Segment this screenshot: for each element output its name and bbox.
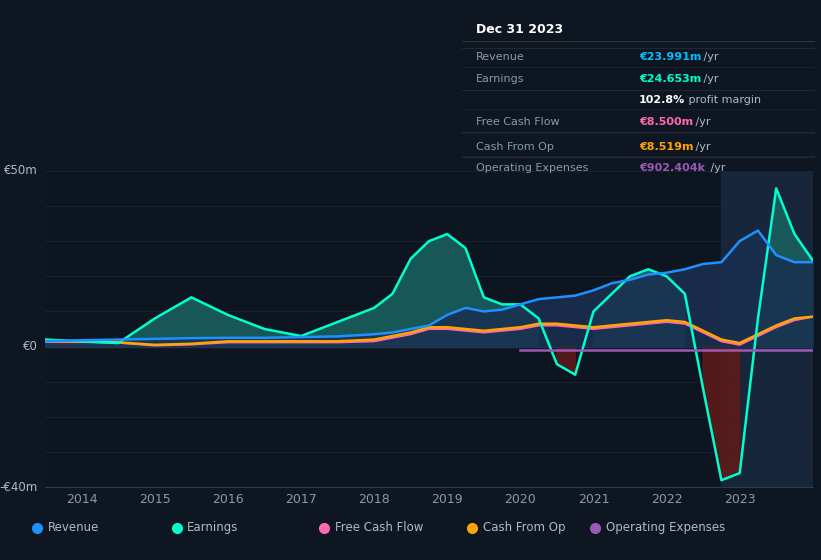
Text: /yr: /yr bbox=[699, 74, 718, 84]
Text: /yr: /yr bbox=[707, 163, 726, 173]
Bar bbox=[722, 171, 813, 487]
Text: Earnings: Earnings bbox=[187, 521, 239, 534]
Text: Revenue: Revenue bbox=[48, 521, 99, 534]
Text: €50m: €50m bbox=[4, 164, 38, 178]
Text: Operating Expenses: Operating Expenses bbox=[606, 521, 725, 534]
Text: Free Cash Flow: Free Cash Flow bbox=[476, 117, 560, 127]
Text: Operating Expenses: Operating Expenses bbox=[476, 163, 589, 173]
Text: Dec 31 2023: Dec 31 2023 bbox=[476, 23, 563, 36]
Text: -€40m: -€40m bbox=[0, 480, 38, 494]
Text: Earnings: Earnings bbox=[476, 74, 525, 84]
Text: /yr: /yr bbox=[692, 142, 711, 152]
Text: /yr: /yr bbox=[692, 117, 711, 127]
Text: /yr: /yr bbox=[699, 53, 718, 63]
Text: €8.519m: €8.519m bbox=[639, 142, 693, 152]
Text: €0: €0 bbox=[23, 340, 38, 353]
Text: Cash From Op: Cash From Op bbox=[483, 521, 565, 534]
Text: Revenue: Revenue bbox=[476, 53, 525, 63]
Text: €8.500m: €8.500m bbox=[639, 117, 693, 127]
Text: profit margin: profit margin bbox=[685, 95, 761, 105]
Text: Cash From Op: Cash From Op bbox=[476, 142, 554, 152]
Text: €23.991m: €23.991m bbox=[639, 53, 701, 63]
Text: €24.653m: €24.653m bbox=[639, 74, 701, 84]
Text: €902.404k: €902.404k bbox=[639, 163, 704, 173]
Text: Free Cash Flow: Free Cash Flow bbox=[335, 521, 424, 534]
Text: 102.8%: 102.8% bbox=[639, 95, 685, 105]
